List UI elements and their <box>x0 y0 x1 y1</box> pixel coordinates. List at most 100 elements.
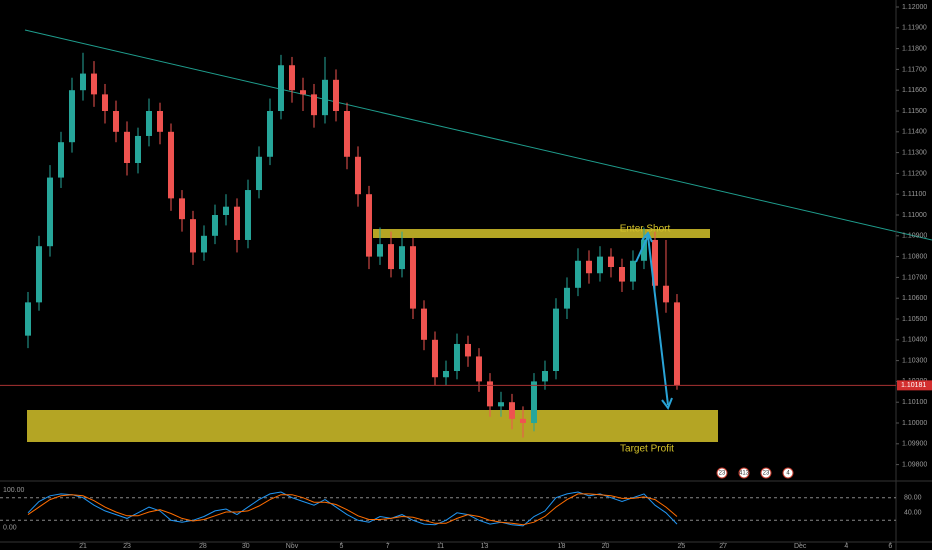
x-tick-label: 7 <box>386 543 390 550</box>
y-tick-label: 1.11300 <box>902 149 927 156</box>
y-tick-label: 1.12000 <box>902 4 927 11</box>
candle-body <box>508 402 515 419</box>
candle-body <box>24 302 31 336</box>
y-tick-label: 1.09900 <box>902 441 927 448</box>
candle-body <box>398 246 405 270</box>
x-tick-label: 13 <box>481 543 489 550</box>
arrow-head <box>661 397 673 411</box>
candle-body <box>607 256 614 268</box>
osc-tick-label: 40.00 <box>904 510 922 517</box>
candle-body <box>365 194 372 257</box>
plot <box>24 52 680 438</box>
y-tick-label: 1.11800 <box>902 45 927 52</box>
candle-body <box>673 302 680 386</box>
candle-body <box>464 343 471 357</box>
event-badge-label: 23 <box>763 471 770 477</box>
candle-body <box>530 381 537 424</box>
candle-body <box>541 371 548 382</box>
x-tick-label: 20 <box>602 543 610 550</box>
x-tick-label: 5 <box>340 543 344 550</box>
candle-body <box>178 198 185 220</box>
y-tick-label: 1.10000 <box>902 420 927 427</box>
candle-body <box>134 135 141 164</box>
candle-body <box>255 156 262 191</box>
candle-body <box>167 131 174 199</box>
y-tick-label: 1.11200 <box>902 170 927 177</box>
x-tick-label: 6 <box>888 543 892 550</box>
y-tick-label: 1.10600 <box>902 295 927 302</box>
osc-tick-label: 0.00 <box>3 525 17 532</box>
annotation: Target Profit <box>620 444 674 455</box>
candle-body <box>321 79 328 116</box>
y-tick-label: 1.11700 <box>902 66 927 73</box>
candle-body <box>519 418 526 424</box>
candle-body <box>596 256 603 274</box>
candle-body <box>343 111 350 157</box>
candle-body <box>46 177 53 247</box>
y-tick-label: 1.10100 <box>902 399 927 406</box>
entry-zone <box>373 229 710 238</box>
x-tick-label: 21 <box>79 543 87 550</box>
event-badge-label: 4 <box>786 471 790 477</box>
candle-body <box>233 206 240 240</box>
x-tick-label: 11 <box>437 543 444 550</box>
y-tick-label: 1.11500 <box>902 108 927 115</box>
last-price-badge <box>897 380 932 391</box>
candle-body <box>79 73 86 91</box>
x-tick-label: 30 <box>242 543 250 550</box>
candle-body <box>574 260 581 288</box>
candle-body <box>244 190 251 240</box>
event-badge <box>738 467 750 479</box>
y-tick-label: 1.11100 <box>902 191 926 198</box>
candle-body <box>420 308 427 340</box>
candle-body <box>486 381 493 407</box>
event-badge-label: 413 <box>739 471 750 477</box>
candle-body <box>310 94 317 116</box>
candle-body <box>662 285 669 303</box>
x-tick-label: 23 <box>123 543 131 550</box>
candle-body <box>409 246 416 309</box>
event-badge <box>716 467 728 479</box>
candle-body <box>189 219 196 253</box>
y-tick-label: 1.11900 <box>902 25 927 32</box>
y-tick-label: 1.10300 <box>902 357 927 364</box>
candle-body <box>563 287 570 309</box>
osc-line <box>27 491 678 527</box>
candle-body <box>222 206 229 216</box>
last-price-label: 1.10181 <box>901 382 926 389</box>
candle-body <box>442 371 449 378</box>
candle-body <box>354 156 361 195</box>
candle-body <box>629 260 636 282</box>
event-badge-label: 23 <box>719 471 726 477</box>
event-badge <box>782 467 794 479</box>
candle-body <box>156 111 163 132</box>
candle-body <box>266 111 273 157</box>
y-tick-label: 1.11600 <box>902 87 927 94</box>
x-tick-label: Dec <box>794 543 807 550</box>
candle-body <box>332 79 339 112</box>
osc-tick-label: 80.00 <box>904 495 922 502</box>
y-tick-label: 1.10800 <box>902 253 927 260</box>
y-tick-label: 1.11400 <box>902 129 927 136</box>
event-badge <box>760 467 772 479</box>
candle-body <box>475 356 482 382</box>
candle-body <box>112 111 119 132</box>
x-tick-label: 4 <box>844 543 848 550</box>
candle-body <box>387 244 394 270</box>
x-tick-label: 18 <box>558 543 566 550</box>
candle-body <box>453 343 460 372</box>
trend-line <box>24 29 932 241</box>
y-tick-label: 1.09800 <box>902 461 927 468</box>
candle-body <box>123 131 130 164</box>
y-tick-label: 1.10500 <box>902 316 927 323</box>
candle-body <box>618 267 625 282</box>
candle-body <box>585 260 592 274</box>
candle-body <box>35 246 42 303</box>
x-tick-label: 27 <box>719 543 727 550</box>
candle-body <box>68 90 75 143</box>
osc-tick-label: 100.00 <box>3 487 25 494</box>
y-tick-label: 1.10400 <box>902 337 927 344</box>
candle-body <box>90 73 97 95</box>
